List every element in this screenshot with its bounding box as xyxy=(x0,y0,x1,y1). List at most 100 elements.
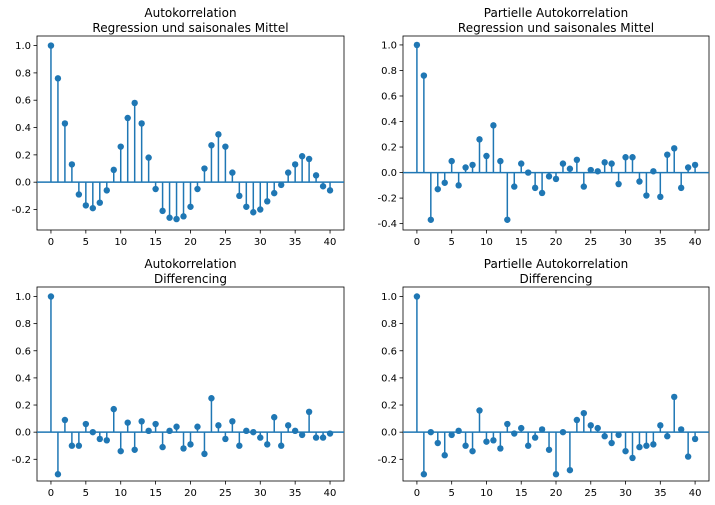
stem-marker xyxy=(89,428,97,436)
stem-marker xyxy=(594,424,601,432)
stem-marker xyxy=(138,120,145,127)
stem-marker xyxy=(531,434,539,441)
stem-marker xyxy=(657,422,664,429)
stem-marker xyxy=(138,418,145,425)
x-tick-label: 15 xyxy=(149,237,162,248)
stem-marker xyxy=(559,160,567,167)
stem-marker xyxy=(434,439,441,447)
stem-marker xyxy=(476,136,483,143)
plot-area: -0.4 -0.2 0.0 0.2 0.4 0.6 0.8 1.0 0 5 10 15 20 25 30 35… xyxy=(377,35,710,248)
panel-title: Partielle Autokorrelation xyxy=(484,6,628,20)
x-tick-label: 10 xyxy=(114,488,127,499)
stem-marker xyxy=(566,466,574,474)
panel-acf-differencing: Autokorrelation Differencing -0.2 0.0 0.2 0… xyxy=(11,257,345,499)
x-tick-label: 0 xyxy=(48,237,54,248)
stem-marker xyxy=(117,143,124,150)
panel-subtitle: Differencing xyxy=(519,272,592,286)
x-tick-label: 5 xyxy=(448,488,454,499)
stem-marker xyxy=(455,182,462,189)
stem-marker xyxy=(96,435,103,443)
stem-marker xyxy=(448,157,455,165)
stem-marker xyxy=(524,442,532,449)
stem-marker xyxy=(166,427,173,435)
stem-marker xyxy=(284,169,292,176)
y-tick-label: 0.8 xyxy=(381,66,397,77)
stem-marker xyxy=(545,446,553,453)
stem-marker xyxy=(573,156,581,164)
stem-marker xyxy=(103,187,110,194)
stem-marker xyxy=(319,183,327,190)
y-tick-label: 0.2 xyxy=(381,401,397,412)
stem-marker xyxy=(671,393,678,401)
stem-marker xyxy=(103,437,110,444)
stem-marker xyxy=(462,164,469,171)
panel-acf-regression: Autokorrelation Regression und saisonale… xyxy=(11,6,345,248)
stem-marker xyxy=(427,216,435,223)
stem-marker xyxy=(441,452,448,459)
x-tick-label: 35 xyxy=(654,237,667,248)
stem-marker xyxy=(552,175,560,183)
stem-marker xyxy=(420,471,428,478)
stem-marker xyxy=(222,435,229,443)
y-tick-label: 0.6 xyxy=(381,346,397,357)
stem-marker xyxy=(271,414,278,421)
stem-marker xyxy=(677,426,685,433)
stem-marker xyxy=(615,180,622,188)
panel-title: Partielle Autokorrelation xyxy=(484,257,628,271)
stem-marker xyxy=(271,189,278,197)
stem-marker xyxy=(664,151,671,158)
stem-marker xyxy=(82,202,90,209)
stem-marker xyxy=(61,120,69,127)
stem-marker xyxy=(222,143,229,150)
stem-marker xyxy=(671,145,678,152)
x-tick-label: 40 xyxy=(689,237,702,248)
stem-marker xyxy=(691,161,699,169)
stem-marker xyxy=(291,161,299,168)
stem-marker xyxy=(250,209,257,216)
stem-marker xyxy=(601,159,608,166)
x-tick-label: 5 xyxy=(83,488,89,499)
y-tick-label: 0.6 xyxy=(15,346,31,357)
stem-marker xyxy=(469,161,476,169)
x-tick-label: 0 xyxy=(48,488,54,499)
x-tick-label: 15 xyxy=(515,488,528,499)
stem-marker xyxy=(131,99,138,107)
stem-marker xyxy=(608,160,615,167)
stem-marker xyxy=(629,454,636,462)
stem-marker xyxy=(145,154,152,161)
stem-marker xyxy=(47,293,55,300)
stem-marker xyxy=(298,431,306,439)
stem-marker xyxy=(194,423,201,430)
y-tick-label: 0.4 xyxy=(15,373,31,384)
x-tick-label: 35 xyxy=(289,488,302,499)
stem-marker xyxy=(131,446,138,453)
stem-marker xyxy=(664,433,671,440)
stem-marker xyxy=(243,203,250,210)
stem-marker xyxy=(96,199,103,206)
stem-marker xyxy=(305,155,313,163)
y-tick-label: 0.6 xyxy=(381,91,397,102)
stem-marker xyxy=(490,437,497,444)
stem-marker xyxy=(54,75,62,82)
stem-marker xyxy=(615,431,622,439)
stem-marker xyxy=(173,215,180,223)
stem-marker xyxy=(319,434,327,441)
stem-marker xyxy=(538,426,546,433)
x-tick-label: 5 xyxy=(83,237,89,248)
stem-marker xyxy=(312,172,320,179)
stem-marker xyxy=(476,407,483,414)
x-tick-label: 0 xyxy=(414,488,420,499)
stem-marker xyxy=(326,187,334,194)
stem-marker xyxy=(180,213,187,220)
x-tick-label: 25 xyxy=(584,237,597,248)
stem-marker xyxy=(580,409,588,417)
x-tick-label: 15 xyxy=(515,237,528,248)
stem-marker xyxy=(145,427,152,435)
stem-marker xyxy=(573,416,581,424)
stem-marker xyxy=(511,430,518,437)
x-tick-label: 20 xyxy=(550,237,563,248)
stem-marker xyxy=(124,419,131,426)
plot-area: -0.2 0.0 0.2 0.4 0.6 0.8 1.0 0 5 10 15 20 25 30 35 40 xyxy=(11,286,345,499)
y-tick-label: 1.0 xyxy=(15,292,31,303)
